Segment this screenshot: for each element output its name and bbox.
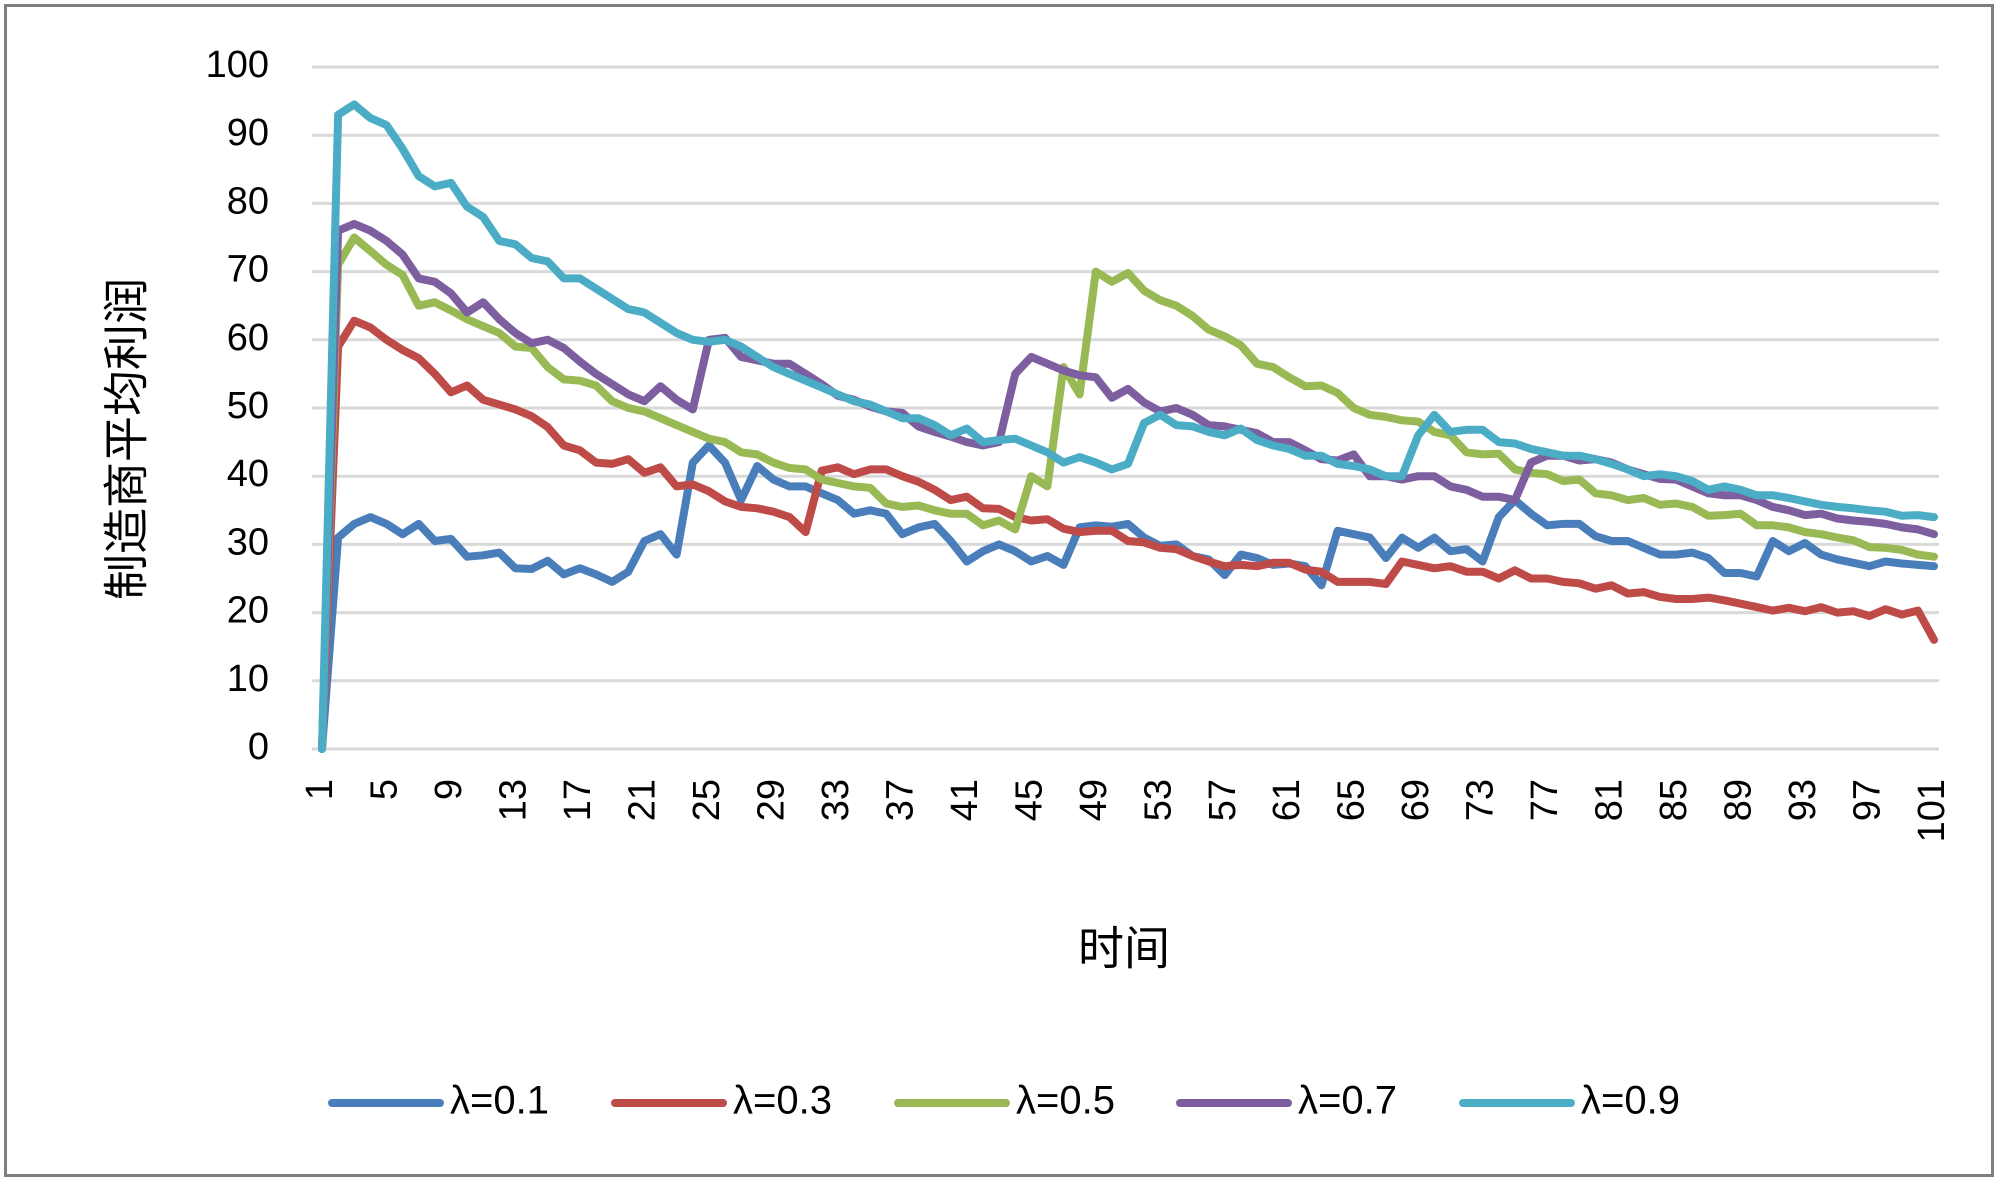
x-tick-label: 37 — [879, 779, 921, 821]
y-tick-label: 60 — [227, 317, 269, 359]
x-tick-label: 69 — [1395, 779, 1437, 821]
x-tick-label: 49 — [1073, 779, 1115, 821]
series-line-2 — [318, 316, 1938, 753]
x-axis-title: 时间 — [1078, 922, 1170, 976]
x-tick-label: 45 — [1008, 779, 1050, 821]
series-line-5 — [318, 100, 1938, 753]
x-tick-label: 81 — [1589, 779, 1631, 821]
legend-label: λ=0.3 — [733, 1079, 832, 1123]
x-tick-label: 93 — [1782, 779, 1824, 821]
y-tick-label: 20 — [227, 590, 269, 632]
y-tick-label: 90 — [227, 112, 269, 154]
legend-item: λ=0.7 — [1176, 1079, 1397, 1123]
x-tick-labels: 1 5 9 13 17 21 25 29 33 37 41 45 49 53 57 61 65 69 73 77 81 8… — [299, 779, 1953, 842]
x-tick-label: 9 — [428, 779, 470, 800]
x-tick-label: 53 — [1137, 779, 1179, 821]
legend-item: λ=0.9 — [1459, 1079, 1680, 1123]
legend-item: λ=0.1 — [328, 1079, 549, 1123]
y-tick-label: 30 — [227, 521, 269, 563]
y-tick-label: 70 — [227, 249, 269, 291]
x-tick-label: 17 — [557, 779, 599, 821]
x-tick-label: 97 — [1847, 779, 1889, 821]
y-tick-label: 10 — [227, 658, 269, 700]
y-tick-label: 50 — [227, 385, 269, 427]
y-axis-title: 制造商平均利润 — [100, 278, 154, 600]
x-tick-label: 61 — [1266, 779, 1308, 821]
x-tick-label: 73 — [1460, 779, 1502, 821]
legend-label: λ=0.1 — [450, 1079, 549, 1123]
legend-label: λ=0.9 — [1581, 1079, 1680, 1123]
x-tick-label: 13 — [492, 779, 534, 821]
legend-label: λ=0.7 — [1298, 1079, 1397, 1123]
x-tick-label: 57 — [1202, 779, 1244, 821]
x-tick-label: 101 — [1911, 779, 1953, 842]
x-tick-label: 65 — [1331, 779, 1373, 821]
legend-item: λ=0.3 — [611, 1079, 832, 1123]
series-line-1 — [318, 441, 1938, 753]
x-tick-label: 25 — [686, 779, 728, 821]
line-chart: 0 10 20 30 40 50 60 70 80 90 100 1 5 9 13 17 21 25 29 33 37… — [100, 44, 1954, 1123]
x-tick-label: 29 — [750, 779, 792, 821]
y-tick-label: 100 — [206, 44, 269, 86]
chart-frame: 0 10 20 30 40 50 60 70 80 90 100 1 5 9 13 17 21 25 29 33 37… — [4, 4, 1994, 1177]
y-tick-label: 0 — [248, 726, 269, 768]
y-tick-label: 40 — [227, 453, 269, 495]
x-tick-label: 33 — [815, 779, 857, 821]
series-line-3 — [318, 233, 1938, 753]
x-tick-label: 41 — [944, 779, 986, 821]
y-tick-label: 80 — [227, 180, 269, 222]
x-tick-label: 21 — [621, 779, 663, 821]
grid-layer — [312, 65, 1939, 751]
x-tick-label: 1 — [299, 779, 341, 800]
x-tick-label: 89 — [1718, 779, 1760, 821]
legend-item: λ=0.5 — [894, 1079, 1115, 1123]
legend: λ=0.1 λ=0.3 λ=0.5 λ=0.7 λ=0.9 — [328, 1079, 1680, 1123]
y-tick-labels: 0 10 20 30 40 50 60 70 80 90 100 — [206, 44, 269, 768]
series-line-4 — [318, 219, 1938, 753]
x-tick-label: 77 — [1524, 779, 1566, 821]
legend-label: λ=0.5 — [1016, 1079, 1115, 1123]
series-layer — [318, 100, 1938, 753]
x-tick-label: 85 — [1653, 779, 1695, 821]
x-tick-label: 5 — [364, 779, 406, 800]
